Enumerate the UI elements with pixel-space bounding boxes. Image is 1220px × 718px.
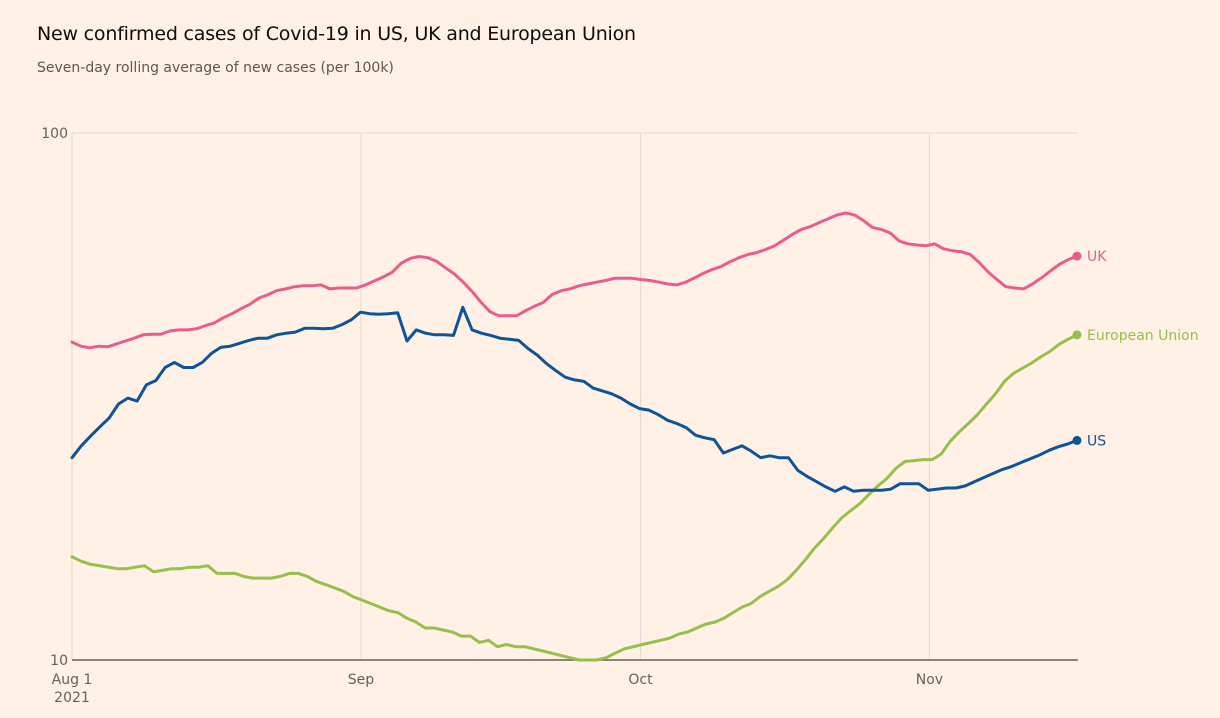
chart-subtitle: Seven-day rolling average of new cases (…	[37, 60, 394, 76]
x-tick-label: Sep	[348, 672, 375, 688]
series-labels: UK European Union US	[1087, 249, 1199, 449]
chart-title: New confirmed cases of Covid-19 in US, U…	[37, 23, 636, 45]
series-label-us: US	[1087, 433, 1106, 449]
series-line-european-union	[70, 333, 1079, 662]
series-line-uk	[70, 211, 1079, 350]
y-tick-label: 10	[50, 653, 68, 669]
series-label-uk: UK	[1087, 249, 1107, 265]
x-tick-sublabel: 2021	[54, 690, 90, 706]
series-label-european-union: European Union	[1087, 328, 1199, 344]
series-end-dot-uk	[1072, 251, 1082, 261]
series-end-dot-us	[1072, 435, 1082, 445]
x-tick-label: Oct	[628, 672, 653, 688]
series-line-us	[70, 305, 1079, 493]
x-tick-label: Nov	[916, 672, 943, 688]
x-tick-label: Aug 1	[52, 672, 93, 688]
series-lines	[70, 211, 1082, 662]
axes: 10 100 Aug 1 2021 Sep Oct Nov	[41, 126, 1078, 706]
y-tick-label: 100	[41, 126, 68, 142]
series-end-dot-european-union	[1072, 330, 1082, 340]
gridlines	[71, 132, 1078, 660]
